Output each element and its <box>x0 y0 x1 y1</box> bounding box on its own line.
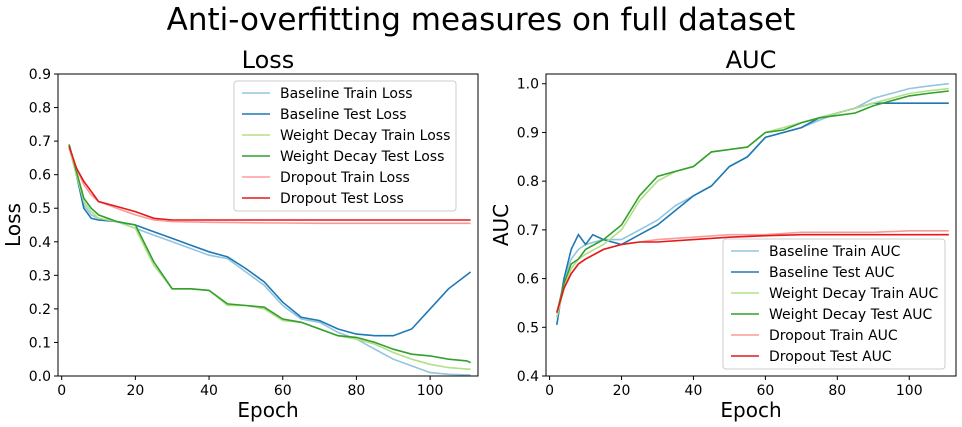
loss-xtick-label: 40 <box>200 383 218 399</box>
loss-ytick-label: 0.8 <box>29 101 51 117</box>
loss-ylabel: Loss <box>1 203 25 247</box>
loss-xtick-label: 80 <box>348 383 366 399</box>
auc-xtick-label: 100 <box>896 383 923 399</box>
auc-ytick-label: 0.6 <box>517 272 539 288</box>
loss-xtick-label: 100 <box>417 383 444 399</box>
auc-ytick-label: 0.4 <box>517 369 539 385</box>
loss-legend-label: Dropout Test Loss <box>280 191 404 207</box>
loss-plot: 0 20 40 60 80 100 0.0 0.1 0.2 0.3 0.4 0.5 0.6 0.7 0.8 0… <box>1 46 479 422</box>
auc-legend-label: Baseline Test AUC <box>769 265 895 281</box>
loss-ytick-label: 0.0 <box>29 369 51 385</box>
loss-legend-label: Weight Decay Test Loss <box>280 149 444 165</box>
loss-ytick-label: 0.4 <box>29 235 51 251</box>
loss-xtick-label: 60 <box>274 383 292 399</box>
loss-xtick-label: 20 <box>126 383 144 399</box>
auc-ytick-label: 0.5 <box>517 320 539 336</box>
auc-series-line-6 <box>556 233 949 313</box>
figure-title: Anti-overfitting measures on full datase… <box>166 2 796 38</box>
auc-legend-label: Weight Decay Test AUC <box>769 307 932 323</box>
loss-ytick-label: 0.6 <box>29 168 51 184</box>
loss-ytick-label: 0.1 <box>29 335 51 351</box>
loss-series-line-2 <box>68 144 472 337</box>
auc-xtick-label: 20 <box>613 383 631 399</box>
auc-series-line-4 <box>556 90 949 313</box>
loss-ytick-label: 0.9 <box>29 67 51 83</box>
auc-title: AUC <box>726 46 777 74</box>
loss-series-line-4 <box>68 144 471 364</box>
loss-series-line-5 <box>68 147 471 225</box>
loss-legend-box <box>233 80 457 212</box>
auc-ylabel: AUC <box>489 204 513 246</box>
auc-legend-label: Baseline Train AUC <box>769 244 901 260</box>
auc-ytick-label: 0.8 <box>517 174 539 190</box>
auc-ytick-label: 1.0 <box>517 77 539 93</box>
loss-legend-label: Dropout Train Loss <box>280 170 410 186</box>
loss-ytick-label: 0.3 <box>29 268 51 284</box>
auc-xtick-label: 80 <box>828 383 846 399</box>
auc-ytick-label: 0.9 <box>517 125 539 141</box>
loss-xlabel: Epoch <box>237 398 298 422</box>
loss-ytick-label: 0.5 <box>29 201 51 217</box>
loss-legend-label: Baseline Train Loss <box>280 86 413 102</box>
loss-ytick-label: 0.2 <box>29 302 51 318</box>
loss-title: Loss <box>242 46 295 74</box>
auc-ytick-label: 0.7 <box>517 223 539 239</box>
auc-legend-label: Dropout Train AUC <box>769 328 898 344</box>
loss-series-line-6 <box>68 145 471 221</box>
loss-legend-label: Weight Decay Train Loss <box>280 128 450 144</box>
loss-xtick-label: 0 <box>57 383 66 399</box>
auc-legend-label: Dropout Test AUC <box>769 349 892 365</box>
auc-plot: 0 20 40 60 80 100 0.4 0.5 0.6 0.7 0.8 0.9 1.0 AUC Epoc… <box>489 46 957 422</box>
loss-legend-label: Baseline Test Loss <box>280 107 407 123</box>
loss-axes-frame <box>57 73 479 377</box>
auc-xtick-label: 60 <box>756 383 774 399</box>
auc-axes-frame <box>545 73 957 377</box>
auc-xtick-label: 40 <box>685 383 703 399</box>
loss-ytick-label: 0.7 <box>29 134 51 150</box>
auc-legend: Baseline Train AUC Baseline Test AUC Weigh… <box>722 238 946 370</box>
auc-xtick-label: 0 <box>545 383 554 399</box>
auc-legend-box <box>722 238 946 370</box>
auc-legend-label: Weight Decay Train AUC <box>769 286 938 302</box>
loss-legend: Baseline Train Loss Baseline Test Loss Wei… <box>233 80 457 212</box>
auc-xlabel: Epoch <box>720 398 781 422</box>
